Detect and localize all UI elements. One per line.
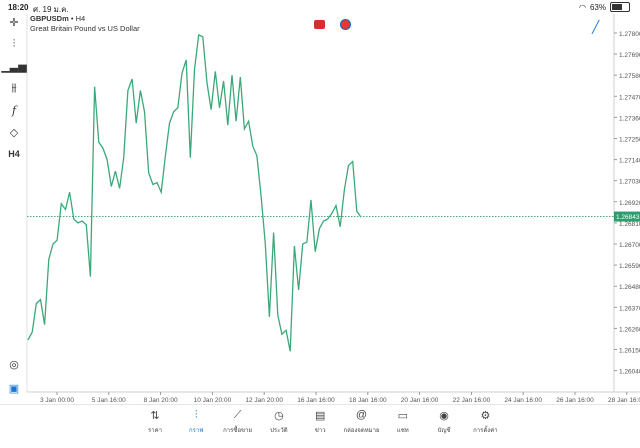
tab-history[interactable]: ◷ ประวัติ — [257, 409, 301, 435]
timeframe-button[interactable]: H4 — [8, 149, 20, 159]
tab-label: การซื้อขาย — [223, 428, 253, 434]
tab-settings[interactable]: ⚙ การตั้งค่า — [463, 409, 507, 435]
status-date: ศ. 19 ม.ค. — [33, 5, 69, 14]
price-tick-label: 1.27800 — [619, 31, 640, 38]
tab-mailbox[interactable]: @ กล่องจดหมาย — [340, 409, 384, 435]
symbol-name: GBPUSDm — [30, 14, 69, 23]
price-tick-label: 1.27140 — [619, 158, 640, 165]
battery-icon — [610, 2, 630, 12]
tab-label: บัญชี — [437, 428, 451, 434]
battery-level — [612, 4, 623, 10]
price-axis[interactable]: 1.27800 1.27690 1.27580 1.27470 1.27360 1.272… — [614, 31, 640, 376]
time-tick-label: 18 Jan 16:00 — [349, 397, 387, 404]
time-tick-label: 28 Jan 16:00 — [608, 397, 640, 404]
chat-icon: ▭ — [397, 410, 408, 422]
usd-flag-icon — [340, 19, 351, 30]
quotes-icon: ⇅ — [150, 410, 160, 422]
chart-header: GBPUSDm • H4 Great Britain Pound vs US D… — [30, 14, 140, 33]
mailbox-icon: @ — [355, 409, 368, 421]
time-tick-label: 24 Jan 16:00 — [504, 397, 542, 404]
status-bar: 18:20 ศ. 19 ม.ค. ◠ 63% — [0, 0, 640, 14]
trendline-icon[interactable]: ╱ — [592, 20, 600, 34]
tab-account[interactable]: ◉ บัญชี — [422, 409, 466, 435]
history-icon: ◷ — [274, 410, 284, 422]
status-time: 18:20 — [8, 3, 29, 12]
account-icon: ◉ — [439, 410, 449, 422]
news-icon: ▤ — [314, 410, 326, 422]
tab-chart[interactable]: ⫶ กราฟ — [174, 409, 218, 435]
time-tick-label: 22 Jan 16:00 — [453, 397, 491, 404]
indicators-icon[interactable]: ⫵ — [11, 81, 17, 94]
price-tick-label: 1.27580 — [619, 73, 640, 80]
bottom-tab-bar: ⇅ ราคา ⫶ กราฟ ⟋ การซื้อขาย ◷ ประวัติ ▤ ข่าว @ กล่อง… — [0, 404, 640, 448]
status-right: ◠ 63% — [579, 2, 630, 12]
symbol-separator: • — [70, 14, 76, 23]
objects-icon[interactable]: ◇ — [9, 126, 19, 139]
price-tick-label: 1.26590 — [619, 263, 640, 270]
time-tick-label: 12 Jan 20:00 — [245, 397, 283, 404]
trade-icon: ⟋ — [233, 409, 242, 421]
gbp-flag-icon — [314, 20, 325, 29]
price-tick-label: 1.27030 — [619, 179, 640, 186]
one-click-trading-icon[interactable]: ◎ — [9, 358, 19, 371]
price-tick-label: 1.26700 — [619, 242, 640, 249]
function-icon[interactable]: f — [11, 103, 17, 117]
timeframe-label: H4 — [75, 14, 86, 23]
tab-chat[interactable]: ▭ แชท — [381, 409, 425, 435]
tab-quotes[interactable]: ⇅ ราคา — [133, 409, 177, 435]
price-tick-label: 1.27470 — [619, 94, 640, 101]
wifi-icon: ◠ — [579, 2, 586, 12]
symbol-description: Great Britain Pound vs US Dollar — [30, 24, 140, 33]
price-tick-label: 1.26150 — [619, 348, 640, 355]
tab-label: ข่าว — [314, 428, 326, 434]
tab-label: ราคา — [148, 428, 162, 434]
current-price-group: 1.26843 — [27, 211, 640, 222]
current-price-label: 1.26843 — [616, 214, 640, 221]
time-tick-label: 16 Jan 16:00 — [297, 397, 335, 404]
price-tick-label: 1.26810 — [619, 221, 640, 228]
battery-percent: 63% — [589, 2, 606, 12]
time-tick-label: 3 Jan 00:00 — [40, 397, 74, 404]
price-tick-label: 1.27250 — [619, 137, 640, 144]
tab-trade[interactable]: ⟋ การซื้อขาย — [216, 409, 260, 435]
left-toolbar: ✛ ⫶ ▁▃▅ ⫵ f ◇ H4 ◎ ▣ — [0, 14, 27, 404]
price-tick-label: 1.27690 — [619, 52, 640, 59]
chart-icon: ⫶ — [194, 409, 198, 421]
price-tick-label: 1.26920 — [619, 200, 640, 207]
tab-label: ประวัติ — [270, 428, 288, 434]
settings-icon: ⚙ — [480, 410, 491, 422]
price-tick-label: 1.26370 — [619, 305, 640, 312]
crosshair-icon[interactable]: ✛ — [9, 16, 19, 29]
time-tick-label: 20 Jan 16:00 — [401, 397, 439, 404]
candles-icon[interactable]: ⫶ — [12, 37, 16, 50]
time-tick-label: 5 Jan 16:00 — [92, 397, 126, 404]
tab-label: แชท — [396, 428, 409, 434]
time-tick-label: 8 Jan 20:00 — [144, 397, 178, 404]
volume-bars-icon[interactable]: ▁▃▅ — [1, 60, 27, 73]
current-price-tag — [614, 211, 640, 222]
price-tick-label: 1.26480 — [619, 284, 640, 291]
trade-panel-icon[interactable]: ▣ — [8, 382, 20, 395]
symbol-selector[interactable]: GBPUSDm • H4 — [30, 14, 140, 23]
price-tick-label: 1.26260 — [619, 326, 640, 333]
price-tick-label: 1.26040 — [619, 369, 640, 376]
time-axis[interactable]: 3 Jan 00:00 5 Jan 16:00 8 Jan 20:00 10 Jan … — [40, 392, 640, 404]
price-chart[interactable]: 1.27800 1.27690 1.27580 1.27470 1.27360 1.272… — [0, 0, 640, 404]
tab-label: กราฟ — [189, 428, 204, 434]
price-tick-label: 1.27360 — [619, 115, 640, 122]
tab-label: กล่องจดหมาย — [343, 428, 380, 434]
tab-label: การตั้งค่า — [473, 428, 498, 434]
time-tick-label: 26 Jan 16:00 — [556, 397, 594, 404]
tab-news[interactable]: ▤ ข่าว — [298, 409, 342, 435]
time-tick-label: 10 Jan 20:00 — [194, 397, 232, 404]
price-line-series — [27, 33, 362, 352]
